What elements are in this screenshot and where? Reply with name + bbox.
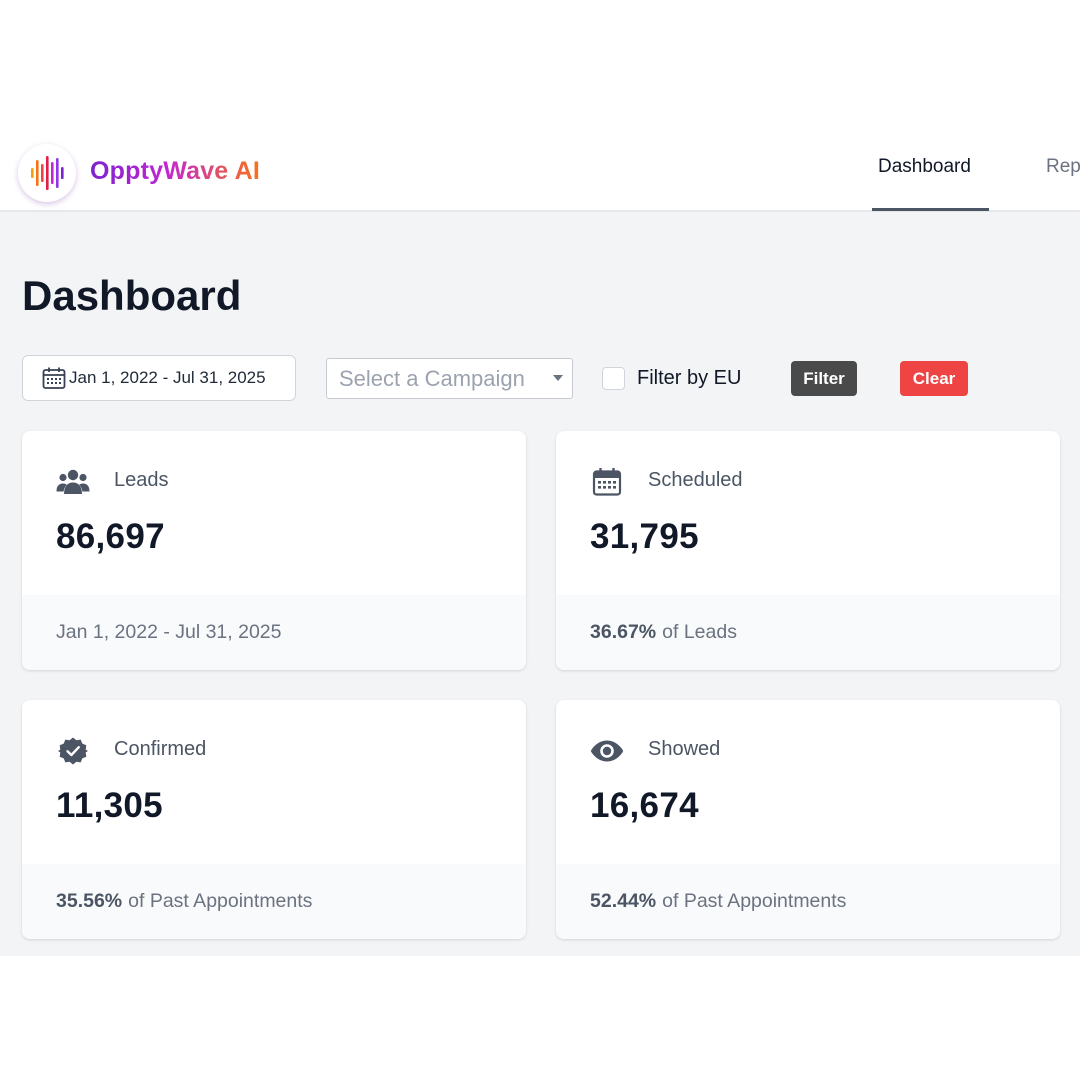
brand-name[interactable]: OpptyWave AI xyxy=(90,157,261,185)
calendar-icon xyxy=(590,465,624,499)
card-footer-text: of Past Appointments xyxy=(128,890,313,912)
stat-card-confirmed: Confirmed 11,305 35.56% of Past Appointm… xyxy=(22,700,526,939)
card-footer: 36.67% of Leads xyxy=(556,595,1060,670)
card-footer-text: Jan 1, 2022 - Jul 31, 2025 xyxy=(56,621,282,643)
date-range-text: Jan 1, 2022 - Jul 31, 2025 xyxy=(69,368,266,387)
filter-button[interactable]: Filter xyxy=(791,361,857,396)
filter-by-eu-label[interactable]: Filter by EU xyxy=(637,367,742,389)
card-value: 16,674 xyxy=(590,786,699,825)
stat-card-leads: Leads 86,697 Jan 1, 2022 - Jul 31, 2025 xyxy=(22,431,526,670)
calendar-icon xyxy=(41,366,67,390)
card-footer-text: of Past Appointments xyxy=(662,890,847,912)
card-label: Leads xyxy=(114,469,169,491)
date-range-picker[interactable]: Jan 1, 2022 - Jul 31, 2025 xyxy=(22,355,296,401)
card-label: Confirmed xyxy=(114,738,207,760)
stat-card-showed: Showed 16,674 52.44% of Past Appointment… xyxy=(556,700,1060,939)
card-footer-text: of Leads xyxy=(662,621,737,643)
card-value: 86,697 xyxy=(56,517,165,556)
card-footer: Jan 1, 2022 - Jul 31, 2025 xyxy=(22,595,526,670)
users-icon xyxy=(56,465,90,499)
chevron-down-icon xyxy=(553,375,563,381)
filter-by-eu-checkbox[interactable] xyxy=(602,367,625,390)
active-tab-indicator xyxy=(872,208,989,211)
top-navbar: OpptyWave AI Dashboard Rep xyxy=(0,128,1080,212)
campaign-select-placeholder: Select a Campaign xyxy=(339,365,525,391)
stat-card-scheduled: Scheduled 31,795 36.67% of Leads xyxy=(556,431,1060,670)
dashboard-app: OpptyWave AI Dashboard Rep Dashboard Jan… xyxy=(0,128,1080,956)
waveform-logo-icon[interactable] xyxy=(18,144,76,202)
verified-badge-icon xyxy=(56,734,90,768)
card-footer: 52.44% of Past Appointments xyxy=(556,864,1060,939)
page-title: Dashboard xyxy=(22,272,242,319)
card-label: Showed xyxy=(648,738,721,760)
nav-tab-dashboard[interactable]: Dashboard xyxy=(878,156,971,177)
card-value: 31,795 xyxy=(590,517,699,556)
campaign-select[interactable]: Select a Campaign xyxy=(326,358,573,399)
clear-button[interactable]: Clear xyxy=(900,361,968,396)
card-label: Scheduled xyxy=(648,469,743,491)
card-footer-percent: 52.44% xyxy=(590,890,657,912)
card-value: 11,305 xyxy=(56,786,163,825)
eye-icon xyxy=(590,734,624,768)
card-footer-percent: 36.67% xyxy=(590,621,657,643)
card-footer-percent: 35.56% xyxy=(56,890,123,912)
card-footer: 35.56% of Past Appointments xyxy=(22,864,526,939)
nav-tab-reports[interactable]: Rep xyxy=(1046,156,1080,177)
